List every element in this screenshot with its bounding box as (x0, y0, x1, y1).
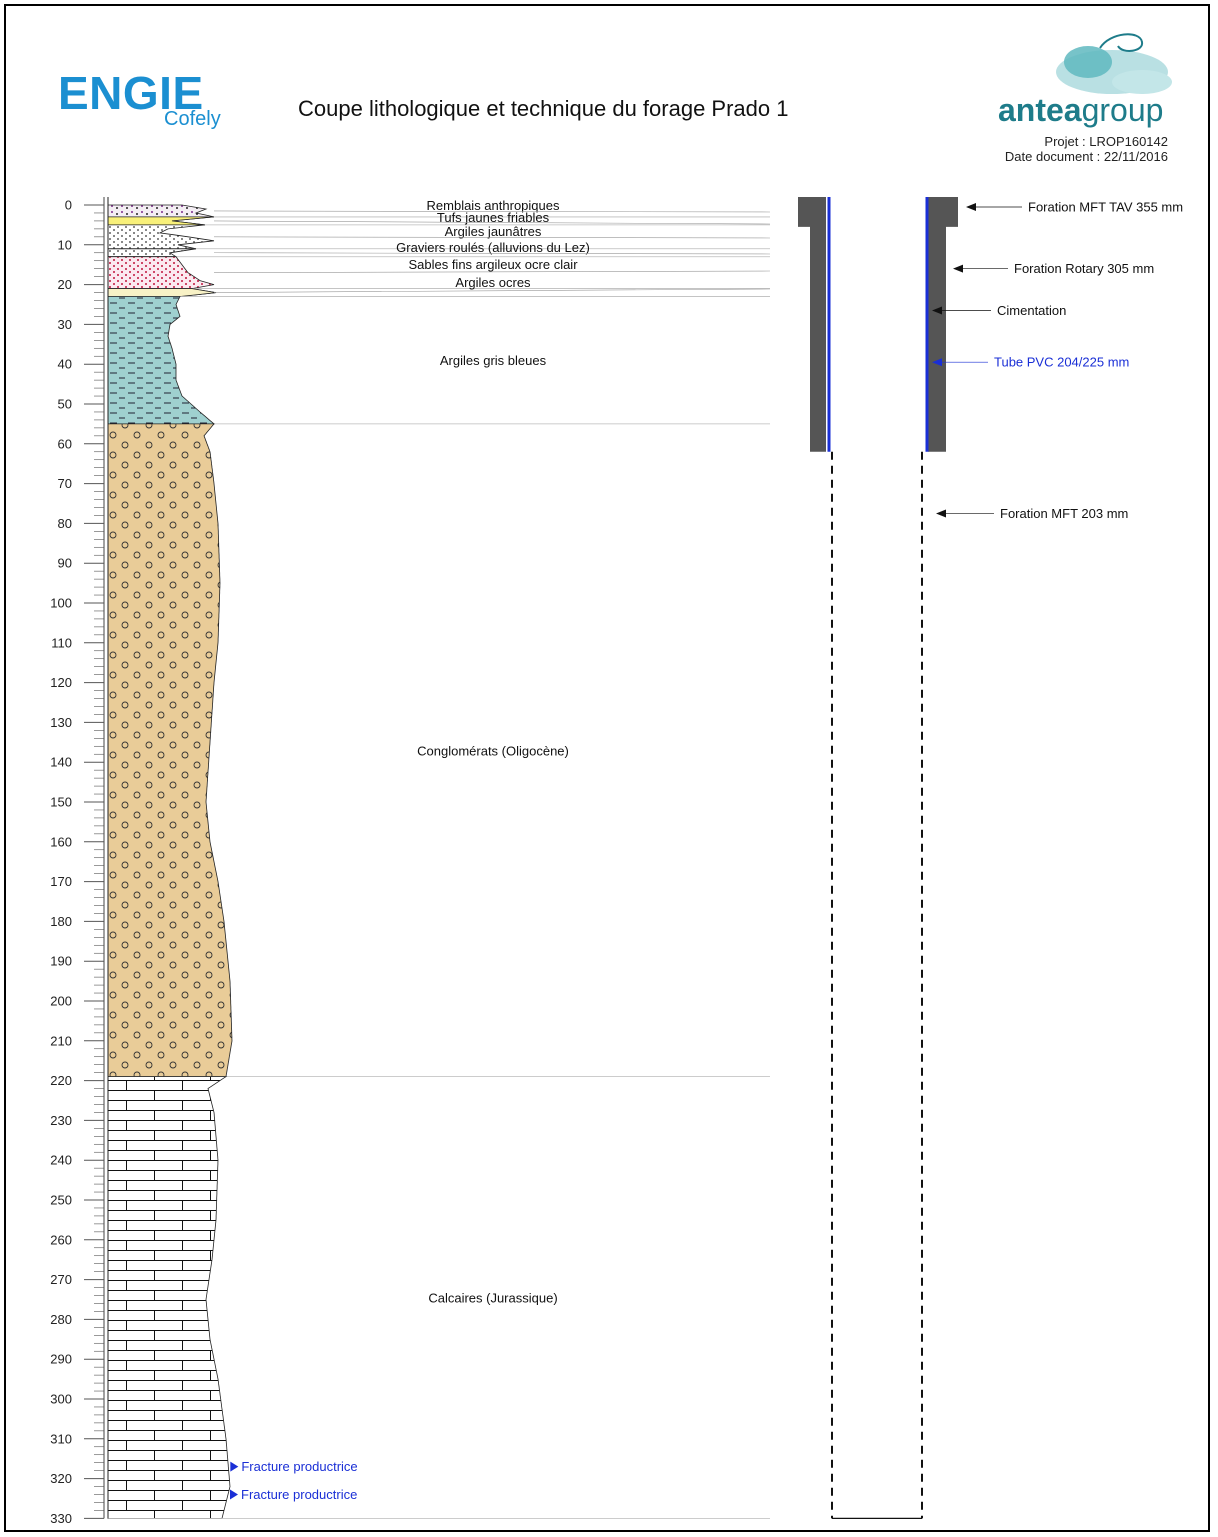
depth-tick-label: 140 (50, 755, 72, 770)
lithology-layer (107, 296, 216, 425)
well-annotations: Foration MFT TAV 355 mm Foration Rotary 3… (932, 199, 1183, 521)
lithology-label: Remblais anthropiques (427, 198, 560, 213)
depth-tick-label: 270 (50, 1272, 72, 1287)
depth-tick-label: 210 (50, 1033, 72, 1048)
lithology-label: Argiles gris bleues (440, 353, 547, 368)
depth-tick-label: 330 (50, 1511, 72, 1526)
depth-tick-label: 320 (50, 1471, 72, 1486)
fracture-label: Fracture productrice (241, 1487, 357, 1502)
depth-tick-label: 60 (58, 436, 72, 451)
annotation-arrow (936, 509, 946, 518)
depth-tick-label: 150 (50, 795, 72, 810)
antea-logo-icon (1056, 33, 1172, 94)
annotation-arrow (932, 306, 942, 315)
depth-tick-label: 220 (50, 1073, 72, 1088)
well-schematic (798, 197, 958, 1520)
depth-tick-label: 40 (58, 357, 72, 372)
annotation-label: Foration MFT TAV 355 mm (1028, 199, 1183, 214)
lithology-label: Tufs jaunes friables (437, 210, 550, 225)
label-leader (213, 288, 771, 293)
depth-tick-label: 230 (50, 1113, 72, 1128)
depth-tick-label: 110 (51, 635, 72, 650)
fracture-markers: Fracture productrice Fracture productrice (230, 1459, 358, 1502)
cement-right (928, 197, 958, 452)
annotation-arrow (966, 202, 976, 211)
lithology-layer (107, 224, 215, 250)
depth-tick-label: 100 (50, 596, 72, 611)
engie-logo-word: ENGIE (58, 67, 204, 119)
fracture-arrow (230, 1461, 239, 1472)
lithology-label: Argiles ocres (455, 275, 531, 290)
label-leader (213, 270, 771, 273)
depth-tick-label: 250 (50, 1193, 72, 1208)
depth-tick-label: 170 (50, 874, 72, 889)
lithology-label: Sables fins argileux ocre clair (408, 257, 578, 272)
fracture-label: Fracture productrice (241, 1459, 357, 1474)
depth-tick-label: 90 (58, 556, 72, 571)
depth-tick-label: 50 (58, 397, 72, 412)
annotation-label: Foration MFT 203 mm (1000, 506, 1128, 521)
depth-tick-label: 120 (50, 675, 72, 690)
lithology-layer-fill (107, 288, 217, 297)
depth-tick-label: 310 (50, 1431, 72, 1446)
lithology-label: Conglomérats (Oligocène) (417, 743, 569, 758)
lithology-label: Calcaires (Jurassique) (428, 1291, 557, 1306)
depth-tick-label: 30 (58, 317, 72, 332)
lithology-layer (107, 256, 215, 289)
antea-logo-word: anteagroup (998, 92, 1163, 129)
depth-tick-label: 70 (58, 476, 72, 491)
depth-tick-label: 20 (58, 277, 72, 292)
depth-tick-label: 0 (65, 198, 72, 213)
project-info: Projet : LROP160142 Date document : 22/1… (960, 134, 1168, 164)
page-title: Coupe lithologique et technique du forag… (298, 96, 789, 121)
depth-tick-label: 280 (50, 1312, 72, 1327)
lithology-label: Argiles jaunâtres (445, 224, 542, 239)
depth-tick-label: 130 (50, 715, 72, 730)
depth-tick-label: 260 (50, 1232, 72, 1247)
lithology-layer-fill (107, 216, 215, 226)
cement-left (798, 197, 826, 452)
antea-logo-bold: antea (998, 92, 1082, 128)
lithology-layer (107, 204, 215, 218)
depth-axis: 0 10 20 30 40 50 60 70 80 90 100 110 120 130 140 150 160… (50, 197, 105, 1526)
antea-logo-light: group (1081, 92, 1164, 128)
depth-tick-label: 10 (58, 237, 72, 252)
depth-tick-label: 160 (50, 834, 72, 849)
lithology-layer (107, 423, 233, 1077)
annotation-label: Tube PVC 204/225 mm (994, 355, 1129, 370)
lithology-label: Graviers roulés (alluvions du Lez) (396, 240, 590, 255)
annotation-arrow (932, 358, 942, 367)
depth-tick-label: 80 (58, 516, 72, 531)
page-frame (4, 4, 1210, 1532)
depth-tick-label: 300 (50, 1392, 72, 1407)
label-leader (213, 220, 771, 225)
engie-logo: ENGIE (58, 66, 204, 120)
lithology-layer (107, 248, 197, 258)
label-leader (213, 252, 771, 255)
lithology-column (107, 197, 770, 1519)
project-line: Projet : LROP160142 (1044, 134, 1168, 149)
depth-tick-label: 240 (50, 1153, 72, 1168)
annotation-arrow (953, 264, 963, 273)
date-line: Date document : 22/11/2016 (1004, 149, 1168, 164)
annotation-label: Cimentation (997, 303, 1066, 318)
depth-tick-label: 200 (50, 994, 72, 1009)
depth-tick-label: 180 (50, 914, 72, 929)
cofely-logo-sub: Cofely (164, 108, 221, 130)
depth-tick-label: 290 (50, 1352, 72, 1367)
lithology-layer (107, 1076, 231, 1519)
label-leader (213, 236, 771, 239)
annotation-label: Foration Rotary 305 mm (1014, 261, 1154, 276)
fracture-arrow (230, 1489, 238, 1500)
label-leader (213, 210, 771, 213)
depth-tick-label: 190 (50, 954, 72, 969)
